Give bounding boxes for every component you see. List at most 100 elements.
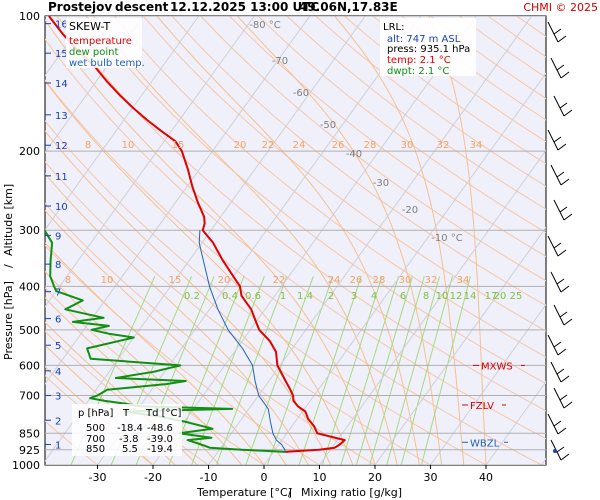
mixing-ratio-label: 4: [371, 291, 377, 302]
wind-barb: [557, 143, 567, 151]
level-label: FZLV: [470, 401, 494, 412]
sounding-datetime: 12.12.2025 13:00 UTC: [170, 0, 319, 14]
mixing-ratio-label: 25: [510, 291, 523, 302]
isotherm: [152, 16, 477, 465]
surface-marker: [553, 449, 557, 453]
moist-adiabat-label: 22: [273, 275, 286, 286]
dry-adiabat: [171, 16, 546, 307]
y-tick-label: 400: [19, 280, 40, 293]
moist-adiabat-label: 20: [234, 140, 247, 151]
mixing-ratio-label: 6: [400, 291, 406, 302]
dry-adiabat: [286, 16, 546, 210]
y-axis-label: Pressure [hPa]: [2, 281, 15, 360]
series-line: [45, 228, 286, 453]
dry-adiabat-label: -80 °C: [249, 20, 281, 31]
y-tick-label: 700: [19, 389, 40, 402]
legend: SKEW-T temperature dew point wet bulb te…: [66, 18, 145, 69]
data-table: p [hPa] T Td [°C] 500 -18.4 -48.6 700 -3…: [72, 404, 182, 456]
wind-barb: [553, 304, 565, 326]
wind-barb: [550, 271, 562, 293]
y-tick-label: 500: [19, 324, 40, 337]
dry-adiabat: [114, 16, 546, 358]
y-tick-label: 600: [19, 359, 40, 372]
special-levels: MXWS FZLV WBZL: [462, 361, 525, 449]
plot-background: [44, 15, 547, 466]
mixing-ratio-label: 2: [328, 291, 334, 302]
wind-barb: [563, 109, 573, 117]
moist-adiabat-label: 20: [218, 275, 231, 286]
moist-adiabat-label: 10: [122, 140, 135, 151]
dry-adiabat: [56, 16, 546, 412]
y-tick-label: 300: [19, 224, 40, 237]
wind-barb: [557, 348, 567, 356]
isotherm: [45, 16, 366, 462]
wind-barb: [557, 249, 567, 257]
lrl-info: LRL: alt: 747 m ASL press: 935.1 hPa tem…: [380, 18, 476, 77]
altitude-tick-label: 8: [55, 260, 61, 271]
moist-adiabat-label: 30: [399, 275, 412, 286]
mixing-ratio-label: 0.2: [184, 291, 200, 302]
table-cell: -48.6: [147, 423, 173, 434]
moist-adiabat-label: 34: [470, 140, 483, 151]
x-tick-label: 20: [368, 471, 382, 484]
wind-barb: [556, 64, 565, 71]
isotherm: [263, 72, 546, 465]
altitude-tick-label: 12: [55, 141, 68, 152]
moist-adiabat-label: 32: [425, 275, 438, 286]
dry-adiabat-label: -70: [272, 56, 288, 67]
table-cell: 700: [86, 434, 105, 445]
dry-adiabat: [229, 16, 546, 257]
x-tick-label: -10: [200, 471, 218, 484]
y-tick-label: 925: [19, 444, 40, 457]
moist-adiabat-label: 34: [457, 275, 470, 286]
isotherm: [97, 16, 422, 465]
wind-barb: [553, 341, 562, 348]
level-label: MXWS: [481, 361, 513, 372]
moist-adiabat-label: 28: [364, 140, 377, 151]
wind-barb: [556, 171, 565, 178]
wind-barb: [553, 242, 562, 249]
wind-barb: [547, 334, 559, 356]
x-axis-separator: /: [288, 486, 292, 499]
wind-barb: [560, 178, 570, 186]
dry-adiabat: [142, 16, 546, 332]
table-cell: 500: [86, 423, 105, 434]
altitude-tick-label: 11: [55, 172, 68, 183]
x-axis-label: Temperature [°C]: [196, 486, 292, 499]
wind-barb: [553, 28, 562, 35]
wind-barb: [560, 453, 570, 461]
dry-adiabat-label: -50: [320, 120, 336, 131]
isotherm: [45, 16, 144, 154]
table-header-p: p [hPa]: [78, 408, 113, 419]
table-header-t: T: [122, 408, 130, 419]
wind-barb: [550, 57, 562, 79]
dry-adiabat-label: -40: [346, 149, 362, 160]
wind-barb: [556, 368, 565, 375]
isotherm: [430, 303, 546, 465]
wind-barb: [557, 427, 567, 435]
dry-adiabat-label: -30: [373, 178, 389, 189]
wind-barbs: [547, 21, 573, 461]
mixing-ratio-label: 0.4: [222, 291, 238, 302]
wind-barb: [547, 129, 559, 151]
mixing-ratio-label: 0.6: [245, 291, 261, 302]
y-axis-separator: /: [2, 264, 15, 268]
altitude-tick-label: 15: [55, 49, 68, 60]
moist-adiabat-label: 24: [328, 275, 341, 286]
mixing-ratio-label: 14: [464, 291, 477, 302]
wind-barb: [563, 213, 573, 221]
moist-adiabat-label: 30: [401, 140, 414, 151]
altitude-tick-label: 5: [55, 341, 61, 352]
x-tick-label: 30: [424, 471, 438, 484]
altitude-tick-label: 10: [55, 202, 68, 213]
x-tick-label: -20: [144, 471, 162, 484]
wind-barb: [560, 285, 570, 293]
moist-adiabat-label: 8: [85, 140, 91, 151]
altitude-tick-label: 16: [55, 20, 68, 31]
altitude-tick-label: 6: [55, 315, 61, 326]
lrl-dewpoint: dwpt: 2.1 °C: [387, 66, 449, 77]
wind-barb: [553, 95, 565, 117]
level-label: WBZL: [470, 438, 500, 449]
lrl-altitude: alt: 747 m ASL: [387, 34, 461, 45]
moist-adiabat-label: 26: [350, 275, 363, 286]
